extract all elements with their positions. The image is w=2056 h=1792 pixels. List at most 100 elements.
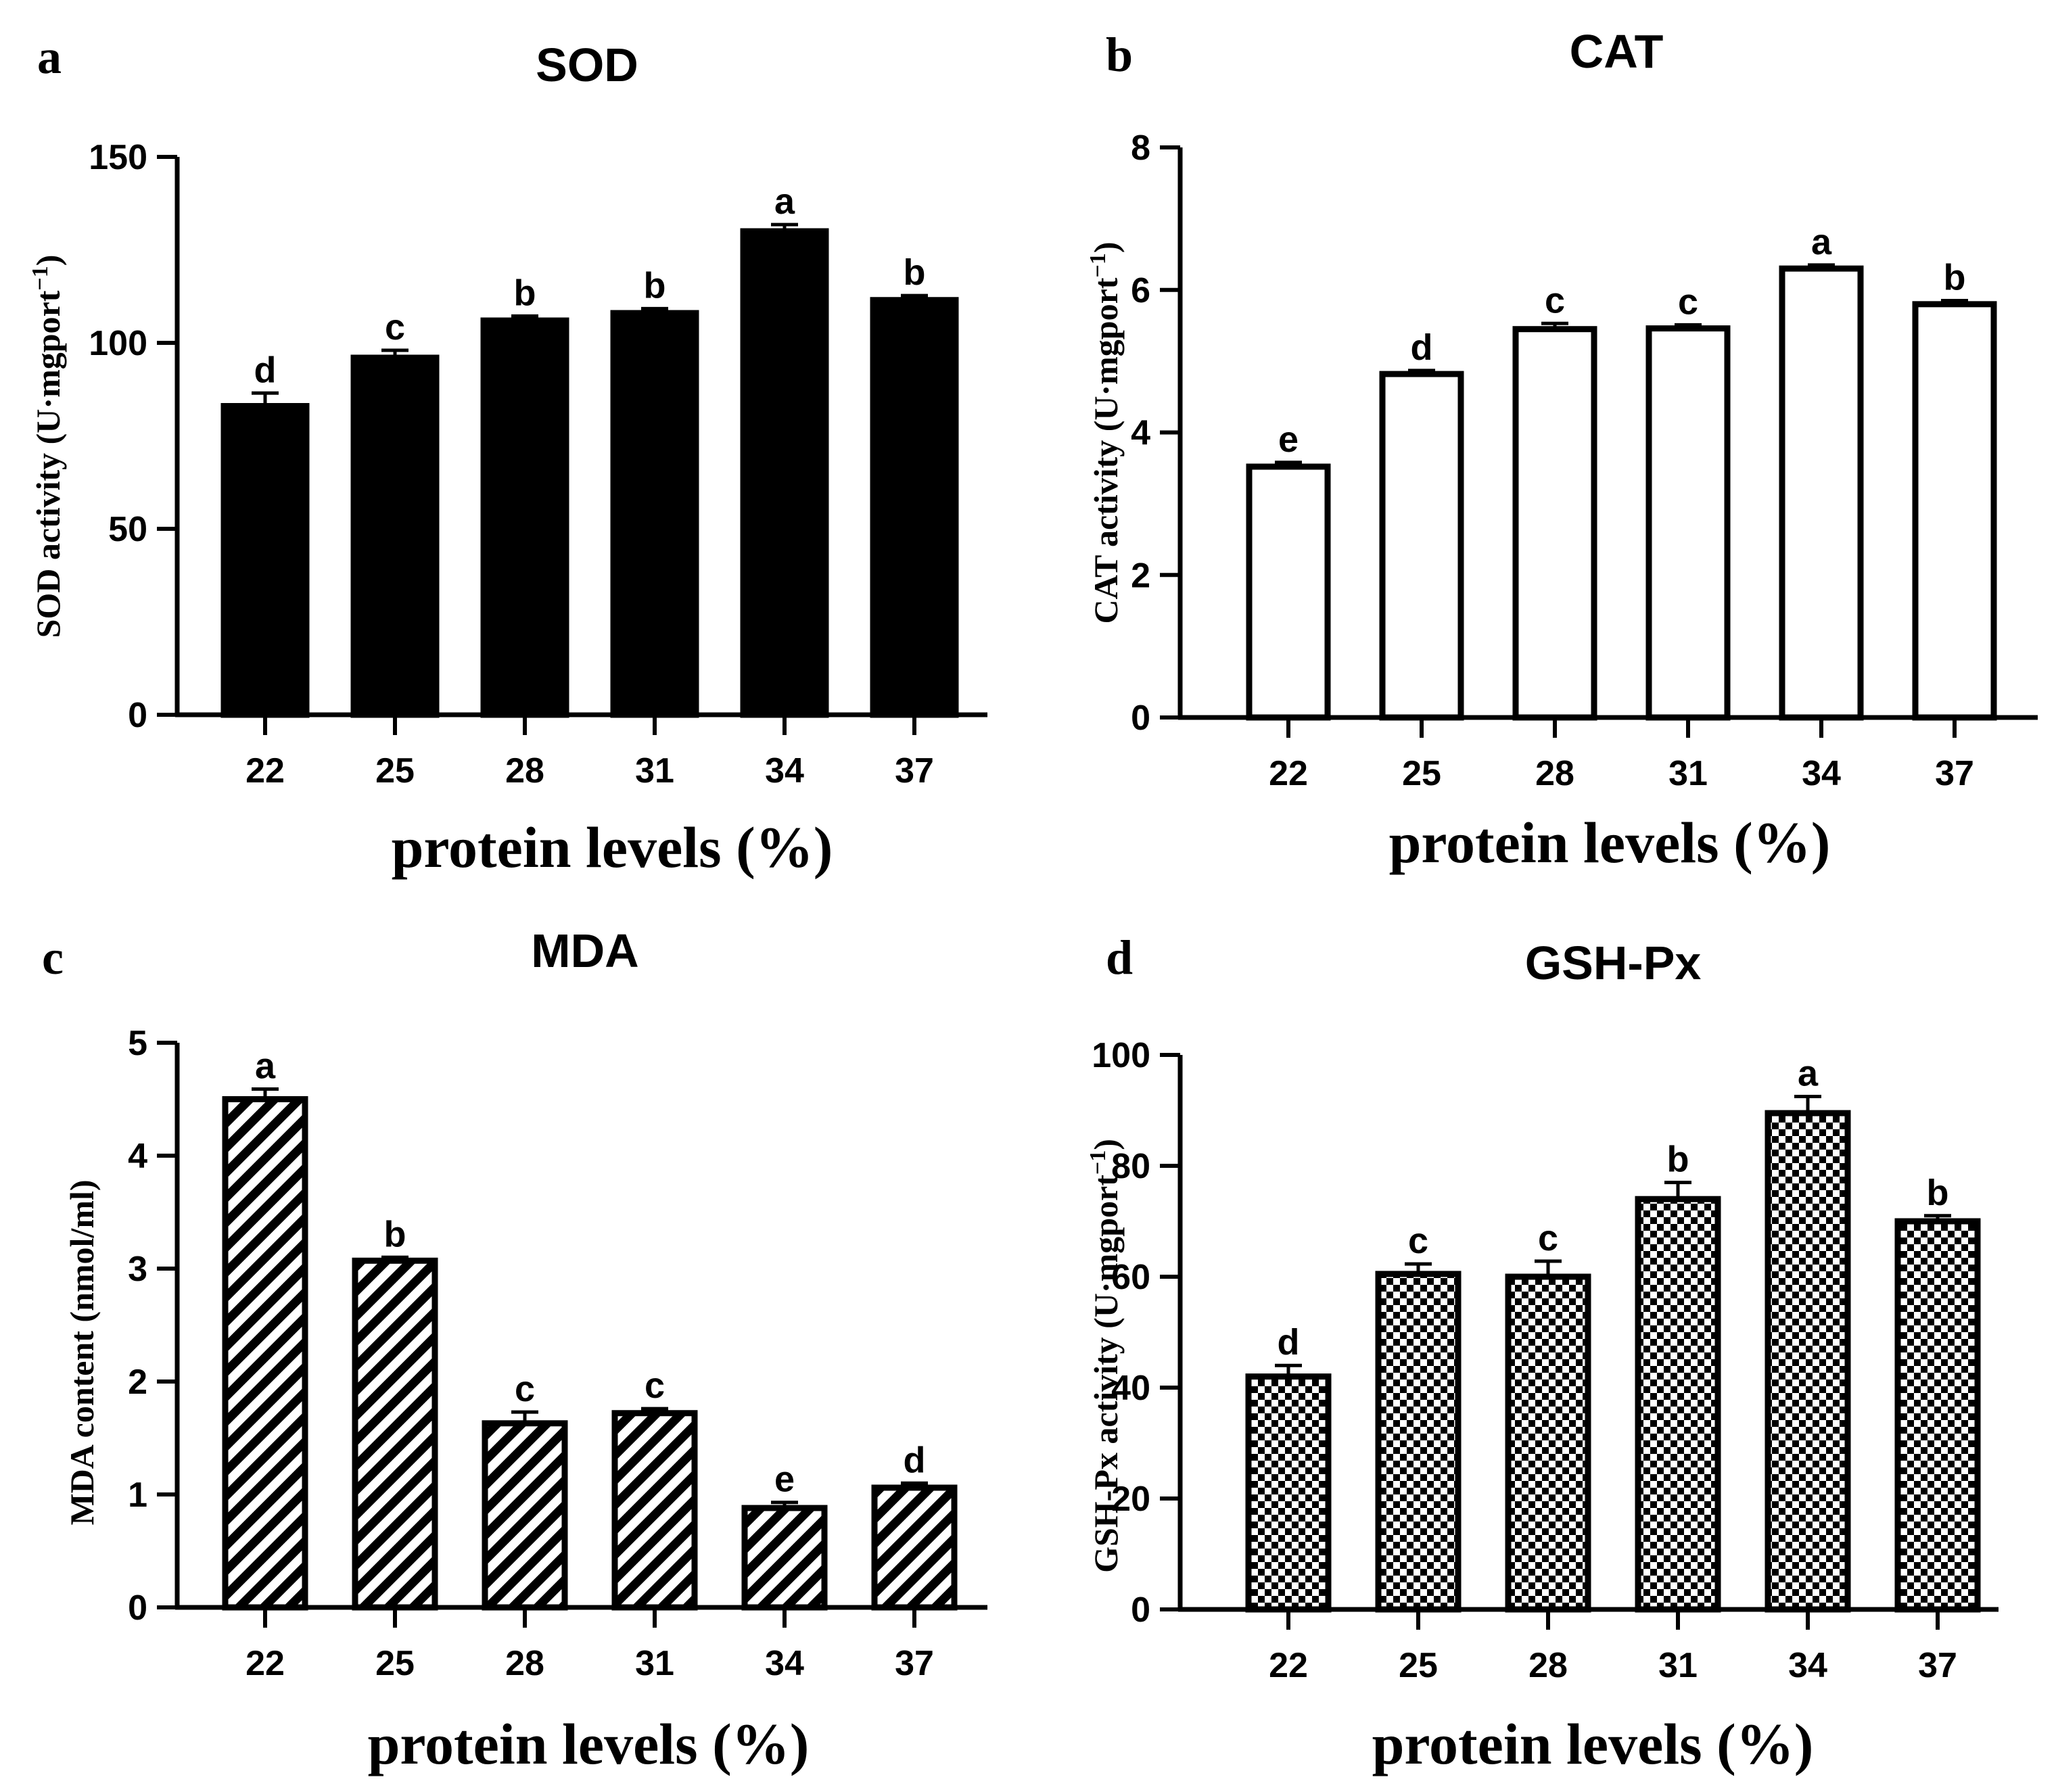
error-bar-sod: [771, 222, 798, 231]
panel-a: a SOD SOD activity (U·mgport−1) protein …: [28, 30, 987, 880]
significance-label-gsh-px: b: [1927, 1173, 1949, 1213]
error-bar-cat: [1808, 263, 1835, 269]
y-tick-label-gsh-px: 40: [1111, 1369, 1150, 1408]
x-tick-label-gsh-px: 34: [1788, 1646, 1827, 1685]
significance-label-mda: a: [255, 1045, 276, 1086]
y-tick-label-mda: 1: [128, 1476, 147, 1515]
error-bar-gsh-px: [1275, 1363, 1302, 1377]
significance-label-gsh-px: d: [1278, 1322, 1300, 1363]
x-tick-label-gsh-px: 22: [1269, 1646, 1308, 1685]
significance-label-sod: b: [514, 273, 536, 313]
y-tick-label-cat: 6: [1131, 271, 1150, 310]
bar-sod: [350, 354, 440, 718]
bar-cat: [1246, 463, 1331, 721]
significance-label-cat: c: [1678, 281, 1698, 322]
plot-cat: 0 2 4 6 8 e 22 d 25 c 28 c 31 a 34 b 37: [1131, 128, 2038, 793]
panel-letter-b: b: [1106, 28, 1133, 82]
bar-cat: [1645, 325, 1731, 721]
chart-title-sod: SOD: [536, 39, 638, 91]
significance-label-sod: d: [254, 350, 277, 390]
y-tick-label-gsh-px: 60: [1111, 1258, 1150, 1297]
bar-sod: [870, 297, 959, 718]
x-tick-label-sod: 34: [765, 751, 804, 791]
error-bar-sod: [511, 314, 538, 321]
error-bar-gsh-px: [1924, 1214, 1951, 1221]
error-bar-mda: [641, 1407, 668, 1413]
y-tick-label-mda: 3: [128, 1250, 147, 1289]
bar-sod: [610, 310, 699, 718]
x-tick-label-sod: 31: [635, 751, 674, 791]
bar-mda: [871, 1484, 958, 1611]
y-tick-label-mda: 5: [128, 1024, 147, 1063]
panel-c: c MDA MDA content (nmol/ml) protein leve…: [42, 924, 987, 1776]
y-tick-label-mda: 4: [128, 1137, 147, 1176]
bar-mda: [222, 1096, 308, 1611]
error-bar-sod: [252, 391, 279, 406]
y-tick-label-gsh-px: 100: [1092, 1036, 1150, 1075]
bar-cat: [1379, 371, 1464, 721]
bar-cat: [1512, 326, 1597, 721]
y-tick-label-gsh-px: 80: [1111, 1147, 1150, 1186]
chart-title-gsh-px: GSH-Px: [1525, 937, 1702, 989]
x-tick-label-gsh-px: 31: [1658, 1646, 1698, 1685]
y-tick-label-sod: 150: [89, 138, 147, 177]
x-axis-label-mda: protein levels (%): [368, 1712, 810, 1776]
y-tick-label-cat: 8: [1131, 128, 1150, 168]
error-bar-mda: [252, 1087, 279, 1100]
error-bar-sod: [381, 348, 408, 358]
y-tick-label-sod: 0: [128, 696, 147, 735]
error-bar-gsh-px: [1664, 1181, 1691, 1200]
x-tick-label-gsh-px: 25: [1399, 1646, 1438, 1685]
bar-mda: [482, 1420, 568, 1611]
significance-label-sod: a: [774, 181, 795, 222]
x-tick-label-mda: 28: [505, 1644, 544, 1683]
x-tick-label-cat: 37: [1935, 754, 1974, 793]
x-tick-label-sod: 37: [895, 751, 934, 791]
error-bar-gsh-px: [1405, 1262, 1432, 1274]
error-bar-gsh-px: [1535, 1259, 1562, 1277]
error-bar-sod: [901, 293, 928, 300]
significance-label-cat: e: [1278, 419, 1299, 460]
x-tick-label-sod: 25: [375, 751, 415, 791]
y-tick-label-cat: 4: [1131, 414, 1150, 453]
bar-mda: [611, 1410, 698, 1611]
significance-label-cat: a: [1811, 222, 1832, 262]
x-axis-label-gsh-px: protein levels (%): [1372, 1712, 1814, 1776]
error-bar-mda: [511, 1410, 538, 1423]
x-tick-label-cat: 34: [1802, 754, 1841, 793]
y-tick-label-cat: 0: [1131, 699, 1150, 738]
x-tick-label-gsh-px: 28: [1528, 1646, 1568, 1685]
bar-cat: [1912, 301, 1997, 721]
significance-label-cat: d: [1411, 327, 1433, 368]
bar-gsh-px: [1375, 1271, 1462, 1613]
significance-label-gsh-px: c: [1408, 1221, 1428, 1261]
significance-label-cat: b: [1944, 258, 1966, 298]
x-tick-label-gsh-px: 37: [1918, 1646, 1957, 1685]
significance-label-mda: b: [384, 1214, 406, 1254]
panel-b: b CAT CAT activity (U·mgport−1) protein …: [1085, 25, 2038, 875]
significance-label-gsh-px: b: [1667, 1139, 1689, 1180]
plot-gsh-px: 0 20 40 60 80 100 d 22 c 25 c 28 b 31 a 34 b 37: [1092, 1036, 1999, 1685]
significance-label-mda: c: [645, 1365, 665, 1406]
x-tick-label-mda: 25: [375, 1644, 415, 1683]
significance-label-mda: e: [774, 1459, 795, 1500]
significance-label-gsh-px: c: [1538, 1218, 1558, 1258]
plot-sod: 0 50 100 150 d 22 c 25 b 28 b 31 a 34 b 37: [89, 138, 987, 791]
x-tick-label-mda: 37: [895, 1644, 934, 1683]
bar-mda: [352, 1257, 438, 1611]
bar-gsh-px: [1765, 1110, 1851, 1613]
x-tick-label-mda: 34: [765, 1644, 804, 1683]
significance-label-gsh-px: a: [1798, 1054, 1819, 1094]
y-axis-label-cat: CAT activity (U·mgport−1): [1085, 242, 1125, 624]
bar-mda: [741, 1505, 828, 1611]
panel-d: d GSH-Px GSH-Px activity (U·mgport−1) pr…: [1085, 930, 1999, 1776]
x-axis-label-sod: protein levels (%): [392, 815, 833, 880]
chart-title-mda: MDA: [531, 924, 638, 977]
y-axis-label-mda: MDA content (nmol/ml): [63, 1179, 101, 1525]
x-tick-label-cat: 22: [1269, 754, 1308, 793]
error-bar-mda: [901, 1481, 928, 1488]
bar-sod: [740, 228, 829, 718]
error-bar-cat: [1675, 323, 1702, 329]
